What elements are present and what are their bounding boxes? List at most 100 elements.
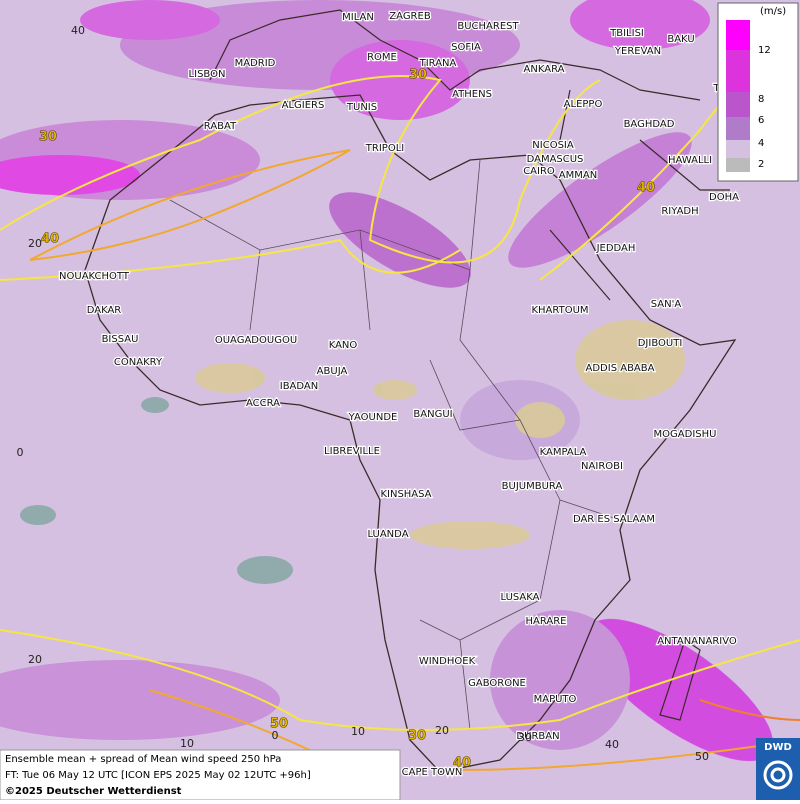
- city-label: BISSAU: [102, 334, 139, 345]
- contour-label: 40: [637, 181, 655, 196]
- city-label: CONAKRY: [114, 357, 163, 368]
- footer-line: FT: Tue 06 May 12 UTC [ICON EPS 2025 May…: [5, 770, 311, 781]
- city-label: HAWALLI: [668, 155, 712, 166]
- city-label: ALEPPO: [564, 99, 603, 110]
- contour-label: 30: [408, 729, 426, 744]
- city-label: ANKARA: [524, 64, 565, 75]
- city-label: ATHENS: [452, 89, 492, 100]
- city-label: MADRID: [235, 58, 276, 69]
- city-label: NICOSIA: [532, 140, 574, 151]
- grid-label: 20: [435, 724, 449, 737]
- city-label: KINSHASA: [380, 489, 431, 500]
- grid-label: 10: [351, 725, 365, 738]
- contour-labels: 30 30 40 40 50 30 40: [39, 67, 656, 771]
- legend-swatch: [726, 140, 750, 158]
- city-label: TUNIS: [346, 102, 377, 113]
- city-label: IBADAN: [280, 381, 319, 392]
- city-label: OUAGADOUGOU: [215, 335, 297, 346]
- city-label: CAPE TOWN: [402, 767, 463, 778]
- city-label: RABAT: [204, 121, 237, 132]
- grid-label: 30: [518, 731, 532, 744]
- legend-tick-label: 4: [758, 138, 764, 149]
- terrain: [195, 320, 685, 549]
- contour-label: 30: [39, 130, 57, 145]
- city-label: LIBREVILLE: [324, 446, 380, 457]
- grid-label: 0: [17, 446, 24, 459]
- legend-swatch: [726, 92, 750, 117]
- legend-tick-label: 8: [758, 94, 764, 105]
- city-label: KHARTOUM: [531, 305, 588, 316]
- city-label: MILAN: [342, 12, 374, 23]
- city-label: NOUAKCHOTT: [59, 271, 130, 282]
- city-label: DURBAN: [516, 731, 559, 742]
- city-label: HARARE: [525, 616, 566, 627]
- city-label: SAN'A: [651, 299, 682, 310]
- city-label: LUSAKA: [501, 592, 540, 603]
- city-label: BAGHDAD: [624, 119, 675, 130]
- city-label: TRIPOLI: [365, 143, 404, 154]
- city-label: TIRANA: [419, 58, 457, 69]
- city-label: DAMASCUS: [527, 154, 584, 165]
- city-label: KANO: [329, 340, 358, 351]
- logo-text: DWD: [764, 742, 792, 753]
- city-label: YEREVAN: [614, 46, 661, 57]
- legend-swatch: [726, 20, 750, 50]
- legend-swatch: [726, 50, 750, 92]
- city-label: BUCHAREST: [457, 21, 519, 32]
- borders: [169, 159, 621, 731]
- contour-label: 40: [41, 232, 59, 247]
- city-label: BANGUI: [413, 409, 452, 420]
- footer-line: ©2025 Deutscher Wetterdienst: [5, 786, 182, 797]
- city-label: MAPUTO: [534, 694, 577, 705]
- city-label: RIYADH: [661, 206, 698, 217]
- city-label: GABORONE: [468, 678, 526, 689]
- footer-line: Ensemble mean + spread of Mean wind spee…: [5, 754, 281, 765]
- logo-swirl: [763, 760, 793, 790]
- city-label: ACCRA: [246, 398, 280, 409]
- coastline-europe: [209, 9, 730, 301]
- city-label: DOHA: [709, 192, 739, 203]
- contour-label: 40: [453, 756, 471, 771]
- city-label: SOFIA: [451, 42, 481, 53]
- grid-label: 50: [695, 750, 709, 763]
- city-label: ZAGREB: [389, 11, 431, 22]
- contour-label: 50: [270, 717, 288, 732]
- city-label: ALGIERS: [282, 100, 325, 111]
- city-label: DAR ES SALAAM: [573, 514, 655, 525]
- city-label: ANTANANARIVO: [657, 636, 737, 647]
- wind-shading: [0, 0, 773, 762]
- city-label: WINDHOEK: [419, 656, 476, 667]
- city-label: MOGADISHU: [654, 429, 717, 440]
- legend-tick-label: 6: [758, 115, 764, 126]
- contour-label: 30: [409, 68, 427, 83]
- city-label: NAIROBI: [581, 461, 623, 472]
- city-label: ROME: [367, 52, 397, 63]
- legend: (m/s) 12 8 6 4 2: [717, 2, 799, 182]
- city-label: YAOUNDE: [348, 412, 398, 423]
- grid-label: 40: [605, 738, 619, 751]
- city-label: JEDDAH: [596, 243, 636, 254]
- legend-tick-label: 2: [758, 159, 764, 170]
- city-label: ABUJA: [317, 366, 348, 377]
- grid-label: 20: [28, 653, 42, 666]
- coastline: [84, 94, 737, 773]
- lakes: [20, 397, 293, 584]
- grid-label: 10: [180, 737, 194, 750]
- city-label: DJIBOUTI: [638, 338, 683, 349]
- city-label: LISBON: [189, 69, 226, 80]
- city-label: BAKU: [667, 34, 694, 45]
- grid-label: 0: [272, 729, 279, 742]
- madagascar: [659, 639, 701, 721]
- city-label: BUJUMBURA: [502, 481, 563, 492]
- grid-label: 20: [28, 237, 42, 250]
- city-label: TBILISI: [609, 28, 644, 39]
- city-label: ADDIS ABABA: [586, 363, 655, 374]
- logo-swirl: [770, 767, 786, 783]
- city-label: CAIRO: [523, 166, 555, 177]
- city-label: DAKAR: [87, 305, 122, 316]
- legend-swatch: [726, 117, 750, 140]
- city-label: LUANDA: [367, 529, 408, 540]
- city-label: KAMPALA: [540, 447, 587, 458]
